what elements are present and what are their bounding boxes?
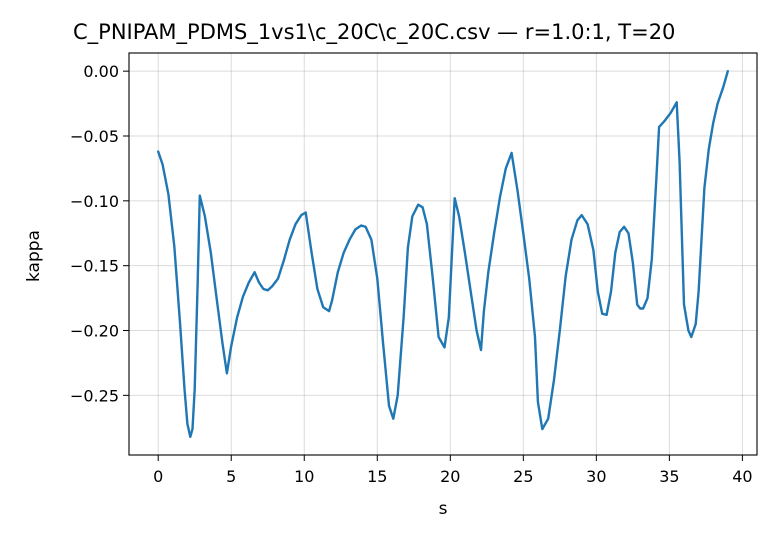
x-tick-label: 30 [586,467,606,486]
chart-title: C_PNIPAM_PDMS_1vs1\c_20C\c_20C.csv — r=1… [73,20,675,45]
x-tick-label: 25 [513,467,533,486]
series-line [156,69,729,438]
x-tick-label: 10 [294,467,314,486]
x-tick-label: 20 [440,467,460,486]
y-tick-label: −0.20 [70,322,119,341]
y-tick-label: −0.15 [70,257,119,276]
x-tick-label: 15 [367,467,387,486]
y-tick-label: −0.10 [70,192,119,211]
y-tick-label: 0.00 [83,62,119,81]
y-axis-label: kappa [24,230,44,282]
x-axis-label: s [439,499,448,519]
y-tick-label: −0.25 [70,386,119,405]
y-tick-label: −0.05 [70,127,119,146]
x-axis: 0 5 10 15 20 25 30 35 40 [153,455,753,486]
x-tick-label: 0 [153,467,163,486]
series-group [156,69,729,438]
grid-lines [129,53,757,455]
y-axis: 0.00 −0.05 −0.10 −0.15 −0.20 −0.25 [70,62,129,405]
x-tick-label: 5 [226,467,236,486]
x-tick-label: 40 [732,467,752,486]
plot-frame [128,52,758,456]
x-tick-label: 35 [659,467,679,486]
